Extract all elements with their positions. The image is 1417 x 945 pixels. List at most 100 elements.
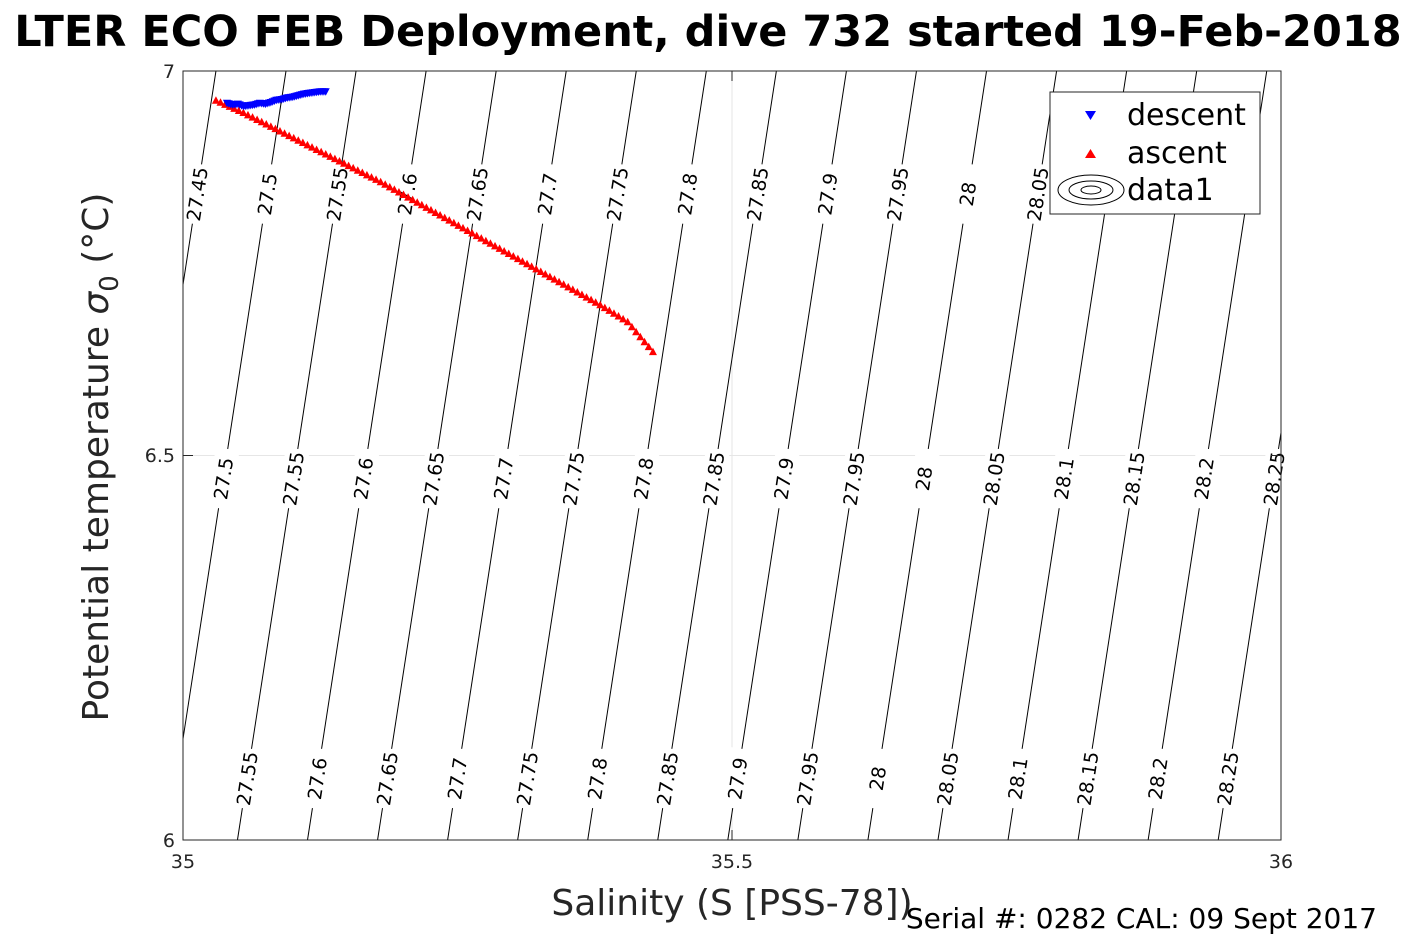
contour-label-bg — [670, 162, 704, 226]
ascent-point — [404, 193, 413, 201]
ascent-point — [536, 267, 545, 275]
contour-label-group: 27.9 — [720, 747, 754, 810]
contour-label: 28 — [912, 465, 937, 492]
ascent-point — [600, 303, 609, 312]
ascent-point — [422, 203, 431, 211]
contour-label-bg — [250, 162, 284, 226]
ascent-point — [518, 257, 527, 265]
contour-label-group: 28.25 — [1257, 447, 1291, 511]
contour-label: 28 — [866, 765, 891, 792]
contour-label-group: 27.75 — [510, 747, 544, 810]
ascent-point — [495, 244, 504, 252]
y-axis-label-units: (°C) — [76, 193, 117, 276]
ascent-point — [591, 298, 600, 306]
contour-label-bg — [206, 447, 240, 511]
ascent-point — [394, 187, 403, 196]
ascent-point — [605, 306, 614, 314]
contour-label-bg — [230, 747, 264, 810]
ascent-point — [640, 337, 649, 346]
ascent-point — [472, 231, 481, 240]
contour-label-bg — [977, 447, 1011, 511]
chart-title: LTER ECO FEB Deployment, dive 732 starte… — [14, 7, 1401, 57]
y-axis-label-subscript: 0 — [95, 275, 125, 292]
ascent-point — [632, 327, 641, 336]
ascent-point — [648, 347, 657, 356]
isopycnal-line — [0, 71, 76, 840]
ascent-point — [577, 290, 586, 299]
legend: descent ascent data1 — [1049, 91, 1261, 215]
contour-label-bg — [370, 747, 404, 810]
ascent-point — [541, 270, 550, 278]
ascent-point — [431, 208, 440, 216]
ascent-point — [463, 226, 472, 234]
contour-label-group: 27.7 — [486, 447, 520, 511]
ascent-point — [372, 175, 381, 183]
ascent-point — [532, 264, 541, 273]
ascent-point — [644, 342, 653, 351]
contour-label-group: 28 — [907, 447, 941, 511]
y-tick-label: 6 — [163, 830, 175, 852]
descent-series — [222, 88, 330, 111]
ascent-point — [491, 241, 500, 250]
contour-label-bg — [530, 162, 564, 226]
ascent-point — [413, 198, 422, 206]
ascent-point — [385, 182, 394, 191]
contour-label-bg — [720, 747, 754, 810]
contour-label-group: 27.9 — [811, 162, 844, 226]
descent-point — [321, 88, 330, 96]
ascent-point — [555, 277, 564, 286]
contour-label-bg — [390, 162, 424, 226]
ascent-point — [211, 96, 220, 104]
ascent-point — [312, 145, 321, 153]
contour-label-bg — [881, 162, 914, 226]
ascent-point — [477, 234, 486, 242]
legend-descent-label: descent — [1127, 98, 1246, 133]
ascent-point — [280, 129, 289, 137]
ascent-point — [239, 108, 248, 117]
ascent-point — [609, 309, 618, 317]
contour-label-group: 28.05 — [1021, 162, 1055, 226]
ascent-point — [587, 295, 596, 304]
contour-label-bg — [460, 162, 494, 226]
ascent-point — [399, 190, 408, 199]
ascent-point — [504, 249, 513, 258]
contour-label-group: 27.7 — [530, 162, 564, 226]
ascent-point — [627, 322, 636, 331]
contour-label-bg — [580, 747, 614, 810]
contour-label-bg — [697, 447, 730, 511]
ascent-point — [486, 239, 495, 247]
contour-label-bg — [1211, 747, 1245, 810]
contour-label-bg — [931, 747, 964, 810]
contour-label-bg — [1001, 747, 1034, 810]
legend-ascent-marker — [1085, 149, 1096, 158]
ascent-point — [481, 236, 490, 245]
ascent-point — [636, 332, 645, 341]
contour-label-group: 27.65 — [460, 162, 494, 226]
ascent-point — [436, 211, 445, 219]
ascent-point — [568, 285, 577, 293]
serial-calibration-text: Serial #: 0282 CAL: 09 Sept 2017 — [906, 902, 1377, 935]
contour-label: 28 — [956, 181, 981, 208]
x-tick-label: 35.5 — [711, 851, 753, 873]
ascent-point — [440, 213, 449, 222]
ascent-point — [559, 280, 568, 288]
ascent-point — [523, 259, 532, 268]
contour-label-bg — [627, 447, 660, 511]
contour-label-bg — [1117, 447, 1151, 511]
contour-label-bg — [486, 447, 520, 511]
contour-label-bg — [1021, 162, 1055, 226]
contour-label-bg — [767, 447, 800, 511]
ascent-point — [381, 180, 390, 188]
ascent-point — [216, 98, 225, 106]
ascent-point — [367, 173, 376, 181]
ascent-point — [344, 161, 353, 170]
ascent-point — [275, 126, 284, 135]
ascent-point — [445, 216, 454, 224]
ascent-point — [257, 117, 266, 126]
ascent-point — [330, 154, 339, 163]
isopycnal-line — [1288, 71, 1407, 840]
ascent-point — [550, 275, 559, 283]
contour-label-bg — [346, 447, 380, 511]
ascent-point — [408, 195, 417, 204]
